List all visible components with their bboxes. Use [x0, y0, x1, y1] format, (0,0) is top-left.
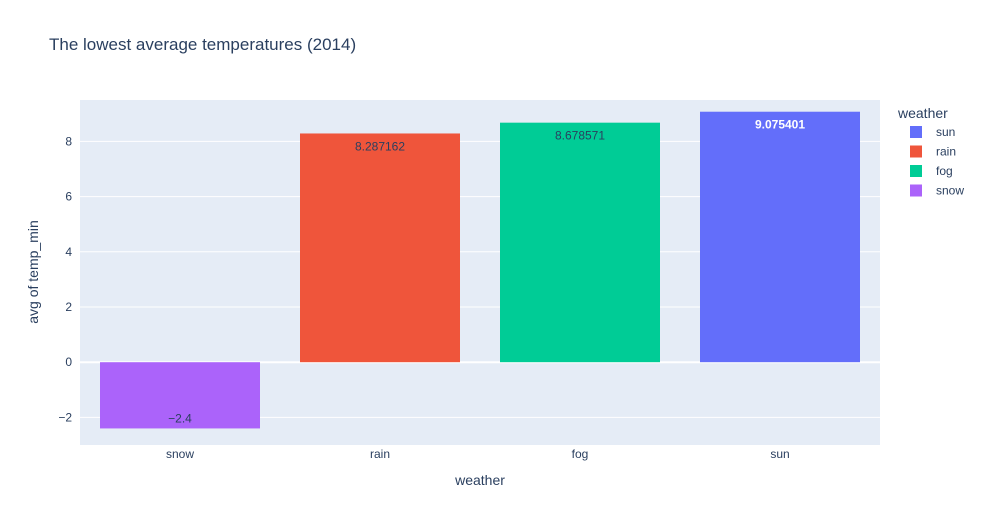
x-tick-label: rain	[370, 447, 390, 461]
bar-sun	[700, 111, 860, 363]
legend-swatch-rain	[910, 145, 922, 158]
legend-item-label: snow	[936, 184, 964, 198]
y-tick-label: 0	[65, 355, 72, 369]
bars	[100, 111, 860, 429]
chart-title: The lowest average temperatures (2014)	[49, 35, 356, 54]
bar-snow	[100, 362, 260, 429]
x-axis-ticks: snow rain fog sun	[166, 447, 790, 461]
legend-title: weather	[897, 105, 948, 121]
data-label: 8.287162	[355, 139, 405, 153]
legend-item-label: sun	[936, 125, 955, 139]
y-axis-ticks: −2 0 2 4 6 8	[58, 134, 72, 424]
data-label: 9.075401	[755, 118, 805, 132]
data-label: −2.4	[168, 411, 192, 425]
data-labels: −2.4 8.287162 8.678571 9.075401	[168, 118, 805, 426]
x-tick-label: fog	[572, 447, 589, 461]
y-tick-label: 2	[65, 300, 72, 314]
legend-item-label: rain	[936, 145, 956, 159]
y-tick-label: 8	[65, 134, 72, 148]
legend: weather sun rain fog snow	[897, 105, 964, 198]
data-label: 8.678571	[555, 129, 605, 143]
y-tick-label: −2	[58, 410, 72, 424]
y-tick-label: 6	[65, 190, 72, 204]
bar-rain	[300, 133, 460, 363]
y-tick-label: 4	[65, 245, 72, 259]
x-tick-label: sun	[770, 447, 789, 461]
x-axis-title: weather	[454, 472, 505, 488]
legend-swatch-snow	[910, 184, 922, 197]
x-tick-label: snow	[166, 447, 194, 461]
legend-swatch-fog	[910, 165, 922, 177]
bar-fog	[500, 122, 660, 363]
legend-item-label: fog	[936, 164, 953, 178]
y-axis-title: avg of temp_min	[25, 220, 41, 324]
legend-swatch-sun	[910, 126, 922, 138]
